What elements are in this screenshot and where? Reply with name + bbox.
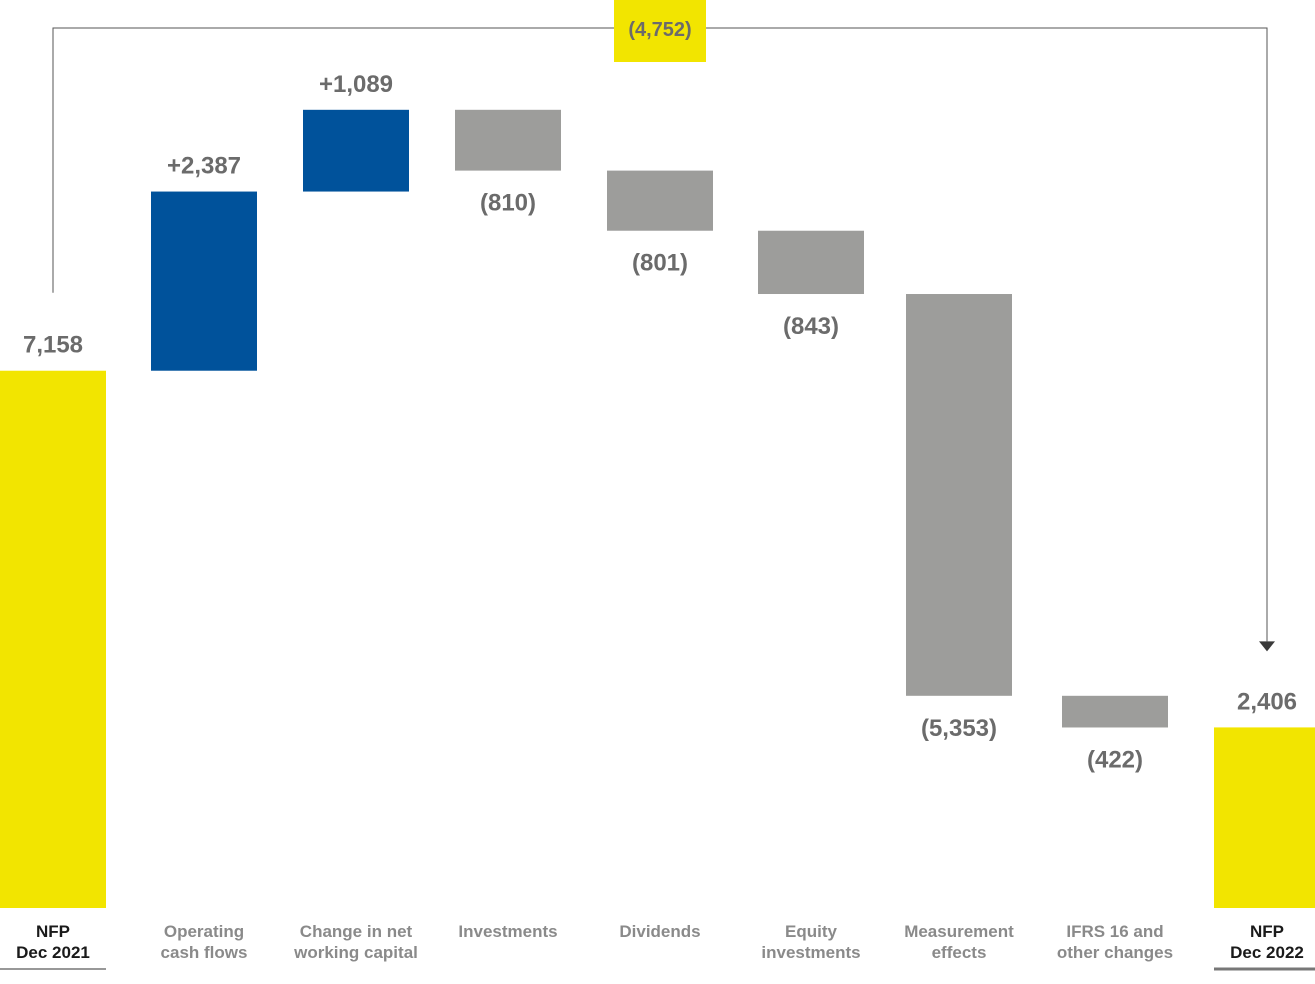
value-label-nfp-dec-2022: 2,406 [1237,688,1297,715]
category-label-ifrs-16-and-other-changes: IFRS 16 and other changes [1057,922,1173,962]
value-label-investments: (810) [480,190,536,217]
category-label-change-in-net-working-capital: Change in net working capital [293,922,418,962]
category-label-equity-investments: Equity investments [761,922,860,962]
bar-operating-cash-flows [151,191,257,371]
bar-measurement-effects [906,294,1012,696]
category-label-operating-cash-flows: Operating cash flows [161,922,248,962]
value-labels: 7,158 +2,387 +1,089 (810) (801) (843) (5,353) (… [23,71,1297,774]
category-labels: NFP Dec 2021 Operating cash flows Change in … [0,922,1315,971]
bar-equity-investments [758,230,864,295]
value-label-dividends: (801) [632,250,688,277]
value-label-measurement-effects: (5,353) [921,715,997,742]
bar-investments [455,109,561,171]
bar-dividends [607,170,713,231]
bar-nfp-dec-2022 [1214,727,1315,908]
category-label-nfp-dec-2021: NFP Dec 2021 [16,922,90,962]
value-label-ifrs-16-and-other-changes: (422) [1087,746,1143,773]
category-label-investments: Investments [458,922,557,941]
value-label-change-in-net-working-capital: +1,089 [319,71,393,98]
bridge-connector: (4,752) [52,0,1275,652]
value-label-operating-cash-flows: +2,387 [167,153,241,180]
bridge-arrowhead [1259,641,1275,652]
value-label-nfp-dec-2021: 7,158 [23,332,83,359]
bridge-label: (4,752) [628,19,691,41]
category-label-measurement-effects: Measurement effects [904,922,1014,962]
bridge-label-box [614,0,706,62]
bar-nfp-dec-2021 [0,370,106,908]
category-label-dividends: Dividends [619,922,700,941]
value-label-equity-investments: (843) [783,313,839,340]
bars [0,109,1315,908]
bar-ifrs-16-and-other-changes [1062,695,1168,728]
bar-change-in-net-working-capital [303,109,409,192]
category-label-nfp-dec-2022: NFP Dec 2022 [1230,922,1304,962]
